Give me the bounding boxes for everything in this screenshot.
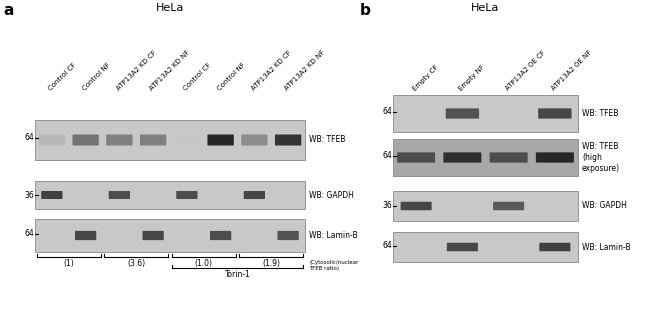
FancyBboxPatch shape bbox=[41, 191, 62, 199]
FancyBboxPatch shape bbox=[72, 134, 99, 146]
Bar bbox=[393, 232, 578, 262]
FancyBboxPatch shape bbox=[536, 152, 574, 163]
FancyBboxPatch shape bbox=[493, 202, 524, 210]
Text: b: b bbox=[360, 3, 371, 18]
FancyBboxPatch shape bbox=[275, 134, 302, 146]
Text: ATP13A2 KD CF: ATP13A2 KD CF bbox=[115, 50, 157, 92]
Text: (1): (1) bbox=[64, 259, 74, 268]
Bar bbox=[35, 181, 305, 209]
FancyBboxPatch shape bbox=[106, 134, 133, 146]
Text: WB: TFEB: WB: TFEB bbox=[309, 135, 345, 145]
FancyBboxPatch shape bbox=[207, 134, 234, 146]
Bar bbox=[35, 120, 305, 160]
Text: Control NF: Control NF bbox=[81, 62, 112, 92]
Text: 36: 36 bbox=[24, 191, 34, 199]
Text: WB: TFEB
(high
exposure): WB: TFEB (high exposure) bbox=[582, 142, 620, 173]
FancyBboxPatch shape bbox=[447, 243, 478, 251]
Text: Torin-1: Torin-1 bbox=[224, 270, 250, 279]
Text: (1.0): (1.0) bbox=[195, 259, 213, 268]
FancyBboxPatch shape bbox=[538, 108, 571, 119]
Text: 64: 64 bbox=[24, 133, 34, 143]
Text: ATP13A2 KD NF: ATP13A2 KD NF bbox=[284, 49, 326, 92]
FancyBboxPatch shape bbox=[39, 134, 65, 146]
Text: (3.6): (3.6) bbox=[127, 259, 146, 268]
Text: 36: 36 bbox=[382, 201, 392, 211]
FancyBboxPatch shape bbox=[443, 152, 482, 163]
Text: ATP13A2 OE NF: ATP13A2 OE NF bbox=[551, 49, 593, 92]
Text: HeLa: HeLa bbox=[471, 3, 500, 13]
FancyBboxPatch shape bbox=[109, 191, 130, 199]
Text: Control CF: Control CF bbox=[183, 62, 213, 92]
FancyBboxPatch shape bbox=[142, 231, 164, 240]
Text: 64: 64 bbox=[382, 107, 392, 116]
FancyBboxPatch shape bbox=[397, 152, 435, 163]
Text: ATP13A2 KD CF: ATP13A2 KD CF bbox=[250, 50, 292, 92]
Text: HeLa: HeLa bbox=[156, 3, 184, 13]
FancyBboxPatch shape bbox=[210, 231, 231, 240]
Text: a: a bbox=[3, 3, 14, 18]
FancyBboxPatch shape bbox=[489, 152, 528, 163]
Text: Control CF: Control CF bbox=[47, 62, 77, 92]
FancyBboxPatch shape bbox=[446, 108, 479, 119]
Text: Empty CF: Empty CF bbox=[412, 64, 439, 92]
Text: (1.9): (1.9) bbox=[262, 259, 280, 268]
Bar bbox=[393, 139, 578, 176]
Text: Empty NF: Empty NF bbox=[458, 64, 486, 92]
Text: Control NF: Control NF bbox=[216, 62, 246, 92]
Text: WB: GAPDH: WB: GAPDH bbox=[582, 201, 627, 211]
FancyBboxPatch shape bbox=[176, 191, 198, 199]
FancyBboxPatch shape bbox=[540, 243, 571, 251]
Text: (Cytosolic/nuclear
TFEB ratio): (Cytosolic/nuclear TFEB ratio) bbox=[309, 260, 358, 271]
Text: WB: TFEB: WB: TFEB bbox=[582, 109, 618, 118]
Text: WB: Lamin-B: WB: Lamin-B bbox=[582, 243, 630, 251]
Text: ATP13A2 KD NF: ATP13A2 KD NF bbox=[149, 49, 192, 92]
Bar bbox=[393, 95, 578, 132]
Bar bbox=[393, 191, 578, 221]
Text: 64: 64 bbox=[382, 241, 392, 250]
FancyBboxPatch shape bbox=[241, 134, 268, 146]
FancyBboxPatch shape bbox=[278, 231, 299, 240]
Text: WB: GAPDH: WB: GAPDH bbox=[309, 191, 354, 199]
Text: 64: 64 bbox=[382, 151, 392, 160]
Text: 64: 64 bbox=[24, 229, 34, 238]
FancyBboxPatch shape bbox=[140, 134, 166, 146]
FancyBboxPatch shape bbox=[400, 202, 432, 210]
FancyBboxPatch shape bbox=[75, 231, 96, 240]
FancyBboxPatch shape bbox=[244, 191, 265, 199]
FancyBboxPatch shape bbox=[174, 134, 200, 146]
Bar bbox=[35, 219, 305, 252]
Text: ATP13A2 OE CF: ATP13A2 OE CF bbox=[504, 50, 547, 92]
Text: WB: Lamin-B: WB: Lamin-B bbox=[309, 231, 358, 240]
